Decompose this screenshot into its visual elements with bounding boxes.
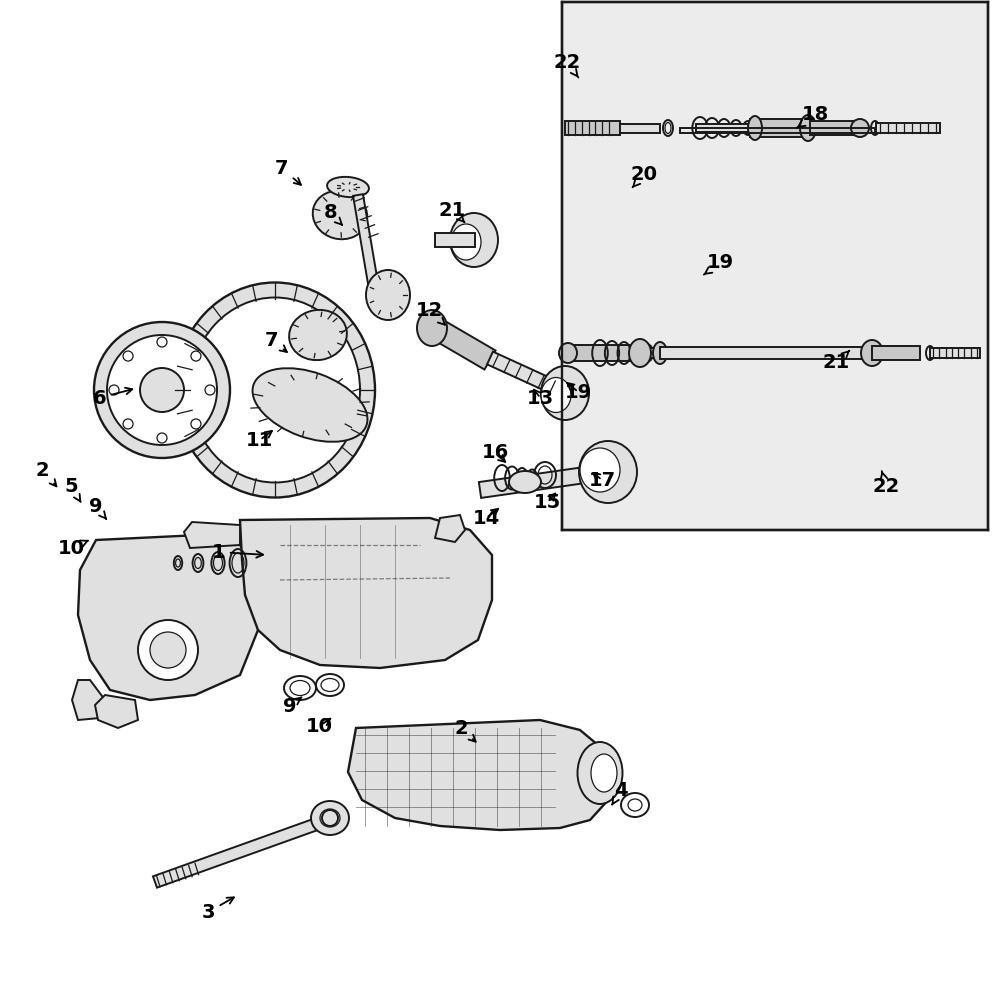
- Circle shape: [138, 620, 198, 680]
- Text: 22: 22: [872, 471, 900, 495]
- Text: 6: 6: [92, 388, 132, 408]
- Ellipse shape: [451, 224, 481, 260]
- Ellipse shape: [311, 801, 349, 835]
- Ellipse shape: [629, 339, 651, 367]
- Polygon shape: [750, 119, 810, 137]
- Polygon shape: [876, 123, 940, 133]
- Text: 4: 4: [612, 780, 628, 805]
- Ellipse shape: [577, 742, 623, 804]
- Text: 11: 11: [246, 430, 274, 450]
- Text: 19: 19: [564, 382, 592, 401]
- Circle shape: [157, 337, 167, 347]
- Polygon shape: [810, 121, 860, 135]
- Text: 14: 14: [472, 508, 500, 528]
- Circle shape: [123, 351, 133, 361]
- Text: 20: 20: [630, 165, 658, 187]
- Polygon shape: [660, 347, 870, 359]
- Polygon shape: [487, 352, 562, 396]
- Ellipse shape: [417, 310, 447, 346]
- Text: 8: 8: [323, 204, 342, 225]
- Circle shape: [150, 632, 186, 668]
- Polygon shape: [562, 345, 640, 361]
- Text: 19: 19: [703, 253, 734, 275]
- Ellipse shape: [851, 119, 869, 137]
- Polygon shape: [620, 123, 660, 132]
- Text: 12: 12: [416, 300, 445, 325]
- Ellipse shape: [653, 342, 667, 364]
- Polygon shape: [184, 522, 240, 548]
- Polygon shape: [930, 348, 980, 358]
- Ellipse shape: [579, 441, 637, 503]
- Polygon shape: [353, 194, 380, 296]
- Circle shape: [190, 351, 201, 361]
- Polygon shape: [696, 124, 760, 132]
- Polygon shape: [153, 814, 330, 888]
- Ellipse shape: [800, 115, 816, 141]
- Ellipse shape: [450, 213, 498, 267]
- Polygon shape: [425, 315, 496, 370]
- Circle shape: [123, 419, 133, 429]
- Circle shape: [94, 322, 230, 458]
- Text: 3: 3: [201, 897, 234, 922]
- Polygon shape: [95, 695, 138, 728]
- Ellipse shape: [327, 177, 369, 197]
- Text: 18: 18: [797, 105, 829, 128]
- Text: 16: 16: [481, 444, 509, 462]
- Ellipse shape: [190, 298, 360, 483]
- Text: 21: 21: [822, 351, 850, 372]
- Ellipse shape: [559, 343, 577, 363]
- Text: 10: 10: [58, 538, 88, 558]
- Ellipse shape: [591, 754, 617, 792]
- Ellipse shape: [175, 282, 375, 497]
- Ellipse shape: [289, 310, 347, 360]
- Ellipse shape: [312, 191, 367, 239]
- Ellipse shape: [748, 116, 762, 140]
- Ellipse shape: [541, 366, 589, 420]
- Ellipse shape: [509, 471, 541, 493]
- Polygon shape: [435, 515, 465, 542]
- Text: 9: 9: [89, 497, 106, 519]
- Circle shape: [109, 385, 119, 395]
- Text: 13: 13: [527, 388, 555, 408]
- Text: 5: 5: [64, 478, 80, 502]
- Polygon shape: [348, 720, 610, 830]
- Text: 21: 21: [438, 200, 466, 222]
- Text: 17: 17: [588, 471, 616, 489]
- Text: 2: 2: [454, 718, 475, 742]
- Circle shape: [190, 419, 201, 429]
- Text: 9: 9: [283, 696, 302, 716]
- Polygon shape: [435, 233, 475, 247]
- Text: 2: 2: [36, 460, 57, 486]
- Text: 7: 7: [265, 330, 287, 352]
- Polygon shape: [565, 121, 620, 135]
- Text: 7: 7: [275, 158, 301, 185]
- Text: 22: 22: [554, 53, 581, 78]
- Polygon shape: [636, 348, 720, 358]
- Polygon shape: [240, 518, 492, 668]
- Circle shape: [157, 433, 167, 443]
- Polygon shape: [562, 2, 988, 530]
- Ellipse shape: [580, 448, 620, 492]
- Ellipse shape: [541, 377, 571, 412]
- Circle shape: [107, 335, 217, 445]
- Polygon shape: [872, 346, 920, 360]
- Text: 10: 10: [306, 716, 333, 736]
- Circle shape: [140, 368, 184, 412]
- Ellipse shape: [366, 270, 410, 320]
- Polygon shape: [72, 680, 105, 720]
- Ellipse shape: [253, 368, 367, 442]
- Circle shape: [205, 385, 215, 395]
- Polygon shape: [78, 535, 260, 700]
- Ellipse shape: [861, 340, 883, 366]
- Text: 1: 1: [211, 542, 263, 562]
- Text: 15: 15: [534, 492, 561, 512]
- Polygon shape: [479, 462, 621, 498]
